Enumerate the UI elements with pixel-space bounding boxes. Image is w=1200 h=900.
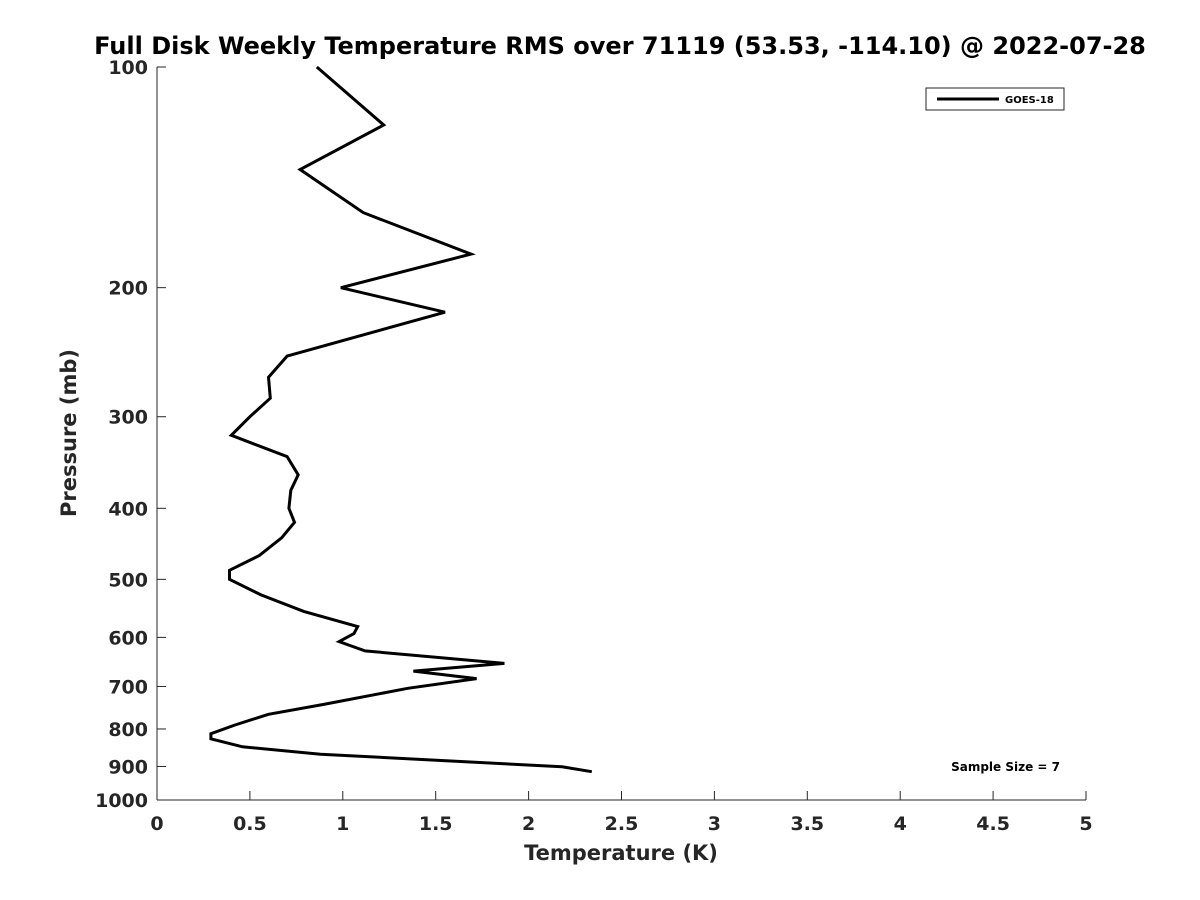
plot-area: 0 0.5 1 1.5 2 2.5 3 3.5 4 4.5 5 100 200 300 400 500 600… bbox=[95, 57, 1093, 835]
y-tick-label: 500 bbox=[108, 569, 148, 591]
x-axis-label: Temperature (K) bbox=[524, 841, 718, 865]
sample-size-annotation: Sample Size = 7 bbox=[951, 760, 1060, 774]
x-tick-label: 4 bbox=[894, 813, 907, 835]
x-tick-label: 1.5 bbox=[419, 813, 453, 835]
y-axis-ticks: 100 200 300 400 500 600 700 800 900 1000 bbox=[95, 57, 166, 812]
y-tick-label: 400 bbox=[108, 498, 148, 520]
y-tick-label: 800 bbox=[108, 719, 148, 741]
y-tick-label: 1000 bbox=[95, 790, 148, 812]
x-tick-label: 1 bbox=[336, 813, 349, 835]
x-tick-label: 2.5 bbox=[605, 813, 639, 835]
x-tick-label: 0.5 bbox=[233, 813, 267, 835]
y-tick-label: 100 bbox=[108, 57, 148, 79]
x-axis-ticks: 0 0.5 1 1.5 2 2.5 3 3.5 4 4.5 5 bbox=[150, 791, 1093, 835]
series-line-goes-18 bbox=[209, 65, 593, 774]
x-tick-label: 0 bbox=[150, 813, 163, 835]
plot-background bbox=[157, 67, 1086, 800]
x-tick-label: 3 bbox=[708, 813, 721, 835]
y-tick-label: 900 bbox=[108, 756, 148, 778]
y-axis-label: Pressure (mb) bbox=[57, 349, 81, 517]
chart-title: Full Disk Weekly Temperature RMS over 71… bbox=[94, 32, 1146, 60]
y-tick-label: 300 bbox=[108, 407, 148, 429]
legend: GOES-18 bbox=[925, 87, 1065, 111]
legend-label-goes-18: GOES-18 bbox=[1005, 95, 1054, 106]
series-layer bbox=[209, 65, 593, 774]
y-tick-label: 600 bbox=[108, 627, 148, 649]
x-tick-label: 4.5 bbox=[976, 813, 1010, 835]
x-tick-label: 5 bbox=[1079, 813, 1092, 835]
y-tick-label: 700 bbox=[108, 676, 148, 698]
x-tick-label: 2 bbox=[522, 813, 535, 835]
x-tick-label: 3.5 bbox=[790, 813, 824, 835]
y-tick-label: 200 bbox=[108, 278, 148, 300]
